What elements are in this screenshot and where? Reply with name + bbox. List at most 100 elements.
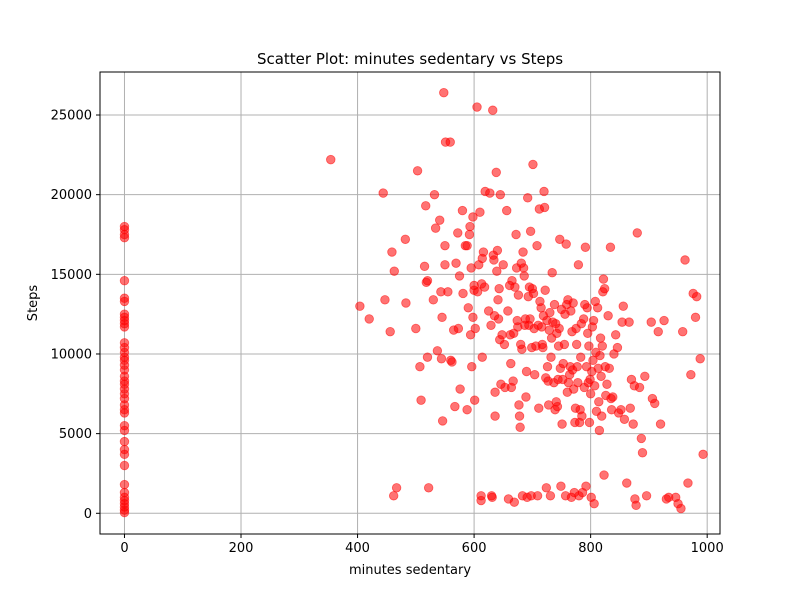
scatter-point <box>525 226 536 237</box>
scatter-point <box>541 483 552 493</box>
scatter-point <box>472 287 483 297</box>
scatter-point <box>437 416 448 426</box>
scatter-point <box>355 301 365 311</box>
scatter-point <box>465 221 475 232</box>
scatter-point <box>546 352 556 362</box>
scatter-point <box>637 448 648 458</box>
scatter-point <box>525 314 535 324</box>
scatter-point <box>646 317 656 327</box>
scatter-point <box>594 425 605 436</box>
scatter-point <box>440 240 450 251</box>
scatter-point <box>477 352 487 362</box>
scatter-point <box>603 311 613 321</box>
scatter-point <box>650 398 660 409</box>
scatter-point <box>387 247 397 257</box>
scatter-point <box>389 266 399 276</box>
scatter-point <box>534 403 544 413</box>
scatter-point <box>486 320 496 331</box>
scatter-point <box>604 363 614 374</box>
scatter-point <box>555 234 565 244</box>
scatter-point <box>573 377 583 388</box>
y-tick-label: 10000 <box>51 347 92 362</box>
scatter-point <box>462 240 472 251</box>
scatter-point <box>497 330 507 340</box>
scatter-point <box>581 481 591 491</box>
scatter-point <box>678 326 688 337</box>
scatter-point <box>439 88 449 98</box>
scatter-point <box>585 389 596 399</box>
scatter-point <box>488 105 498 115</box>
scatter-point <box>592 303 603 313</box>
x-axis-ticks: 0 200 400 600 800 1000 <box>120 534 724 556</box>
scatter-point <box>419 261 430 272</box>
x-tick-label: 800 <box>578 541 603 556</box>
scatter-point <box>519 271 529 281</box>
scatter-point <box>640 371 650 381</box>
scatter-point <box>605 242 616 252</box>
scatter-point <box>622 478 632 488</box>
scatter-point <box>388 491 399 501</box>
scatter-point <box>475 207 485 217</box>
grid-lines <box>100 72 720 534</box>
scatter-point <box>490 411 500 421</box>
y-tick-label: 15000 <box>51 268 92 283</box>
scatter-point <box>602 379 612 389</box>
scatter-point <box>634 382 645 393</box>
scatter-point <box>493 295 503 305</box>
scatter-point <box>683 478 693 488</box>
scatter-point <box>451 258 461 268</box>
scatter-point <box>655 419 666 429</box>
scatter-point <box>445 137 455 147</box>
y-axis-ticks: 0 5000 10000 15000 20000 25000 <box>51 109 100 522</box>
y-tick-label: 20000 <box>51 188 92 203</box>
scatter-point <box>463 303 473 313</box>
scatter-point <box>566 306 576 316</box>
scatter-point <box>528 159 538 170</box>
data-points <box>119 88 708 518</box>
scatter-point <box>597 411 607 421</box>
plot-frame <box>99 71 721 535</box>
scatter-point <box>119 436 130 447</box>
scatter-point <box>625 403 635 413</box>
scatter-point <box>119 408 130 418</box>
scatter-point <box>517 344 527 354</box>
scatter-point <box>628 419 638 429</box>
x-tick-label: 200 <box>229 541 254 556</box>
scatter-point <box>691 291 702 302</box>
scatter-point <box>559 339 570 350</box>
scatter-point <box>618 301 628 311</box>
scatter-point <box>506 358 516 369</box>
scatter-point <box>529 369 540 380</box>
scatter-point <box>513 290 524 300</box>
scatter-point <box>422 275 433 286</box>
scatter-point <box>378 188 388 198</box>
scatter-point <box>523 193 533 203</box>
scatter-point <box>518 263 529 273</box>
scatter-point <box>549 299 560 310</box>
scatter-point <box>495 189 506 200</box>
scatter-point <box>554 323 564 334</box>
scatter-point <box>514 400 524 410</box>
scatter-point <box>440 260 450 270</box>
scatter-point <box>119 322 130 332</box>
x-tick-label: 600 <box>462 541 487 556</box>
scatter-point <box>430 223 441 233</box>
scatter-point <box>619 414 630 424</box>
scatter-point <box>435 215 445 225</box>
scatter-point <box>492 245 503 256</box>
scatter-point <box>119 296 130 307</box>
y-tick-label: 0 <box>84 507 92 522</box>
scatter-point <box>494 283 504 294</box>
scatter-point <box>632 228 642 238</box>
scatter-point <box>476 495 486 506</box>
scatter-point <box>391 483 402 493</box>
scatter-point <box>695 354 705 364</box>
scatter-point <box>659 315 669 326</box>
scatter-point <box>595 333 606 343</box>
scatter-point <box>539 186 549 197</box>
scatter-point <box>385 326 395 337</box>
scatter-point <box>485 188 495 198</box>
scatter-point <box>478 247 489 257</box>
scatter-point <box>472 102 482 112</box>
